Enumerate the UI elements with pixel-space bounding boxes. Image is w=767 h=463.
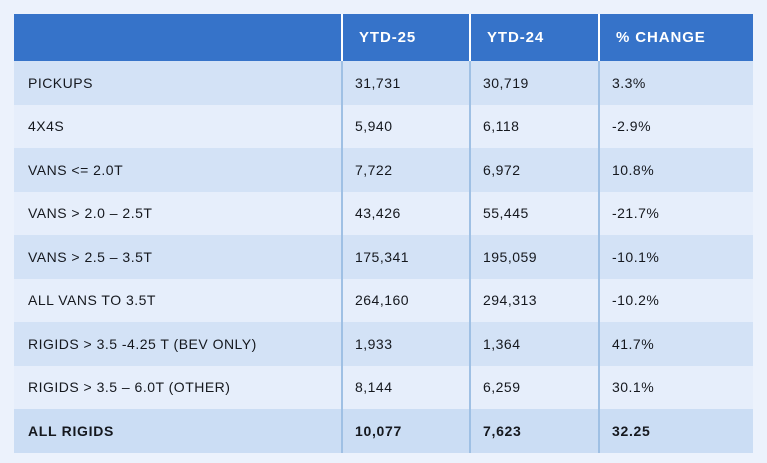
- table-row: 4X4S 5,940 6,118 -2.9%: [14, 104, 753, 148]
- row-label: PICKUPS: [14, 61, 342, 105]
- ytd24-value: 6,118: [469, 104, 599, 148]
- pct-change-value: -21.7%: [598, 191, 753, 235]
- pct-change-value: 30.1%: [598, 365, 753, 409]
- ytd25-value: 1,933: [341, 322, 470, 366]
- table-row: VANS > 2.0 – 2.5T 43,426 55,445 -21.7%: [14, 191, 753, 235]
- header-row: YTD-25 YTD-24 % CHANGE: [14, 14, 753, 61]
- table-row: VANS > 2.5 – 3.5T 175,341 195,059 -10.1%: [14, 235, 753, 279]
- table-row: PICKUPS 31,731 30,719 3.3%: [14, 61, 753, 105]
- ytd24-value: 30,719: [469, 61, 599, 105]
- table-row: ALL RIGIDS 10,077 7,623 32.25: [14, 409, 753, 453]
- row-label: RIGIDS > 3.5 -4.25 T (BEV ONLY): [14, 322, 342, 366]
- pct-change-value: 10.8%: [598, 148, 753, 192]
- ytd24-value: 195,059: [469, 235, 599, 279]
- table-row: RIGIDS > 3.5 – 6.0T (OTHER) 8,144 6,259 30.…: [14, 365, 753, 409]
- ytd25-value: 10,077: [341, 409, 470, 453]
- table-row: VANS <= 2.0T 7,722 6,972 10.8%: [14, 148, 753, 192]
- ytd24-value: 7,623: [469, 409, 599, 453]
- row-label: RIGIDS > 3.5 – 6.0T (OTHER): [14, 365, 342, 409]
- header-category: [14, 14, 342, 61]
- pct-change-value: 3.3%: [598, 61, 753, 105]
- header-pct-change: % CHANGE: [598, 14, 753, 61]
- ytd24-value: 55,445: [469, 191, 599, 235]
- table-body: PICKUPS 31,731 30,719 3.3% 4X4S 5,940 6,118 -2.…: [14, 61, 753, 453]
- pct-change-value: -2.9%: [598, 104, 753, 148]
- row-label: ALL VANS TO 3.5T: [14, 278, 342, 322]
- table-row: ALL VANS TO 3.5T 264,160 294,313 -10.2%: [14, 278, 753, 322]
- ytd25-value: 43,426: [341, 191, 470, 235]
- pct-change-value: -10.2%: [598, 278, 753, 322]
- row-label: ALL RIGIDS: [14, 409, 342, 453]
- ytd25-value: 264,160: [341, 278, 470, 322]
- ytd24-value: 6,259: [469, 365, 599, 409]
- pct-change-value: 32.25: [598, 409, 753, 453]
- row-label: VANS > 2.5 – 3.5T: [14, 235, 342, 279]
- table-row: RIGIDS > 3.5 -4.25 T (BEV ONLY) 1,933 1,36…: [14, 322, 753, 366]
- ytd25-value: 5,940: [341, 104, 470, 148]
- row-label: VANS > 2.0 – 2.5T: [14, 191, 342, 235]
- pct-change-value: 41.7%: [598, 322, 753, 366]
- pct-change-value: -10.1%: [598, 235, 753, 279]
- row-label: 4X4S: [14, 104, 342, 148]
- ytd25-value: 31,731: [341, 61, 470, 105]
- ytd25-value: 8,144: [341, 365, 470, 409]
- registrations-table: YTD-25 YTD-24 % CHANGE PICKUPS 31,731 30,7…: [14, 14, 753, 453]
- ytd25-value: 7,722: [341, 148, 470, 192]
- row-label: VANS <= 2.0T: [14, 148, 342, 192]
- header-ytd25: YTD-25: [341, 14, 470, 61]
- ytd24-value: 1,364: [469, 322, 599, 366]
- ytd24-value: 6,972: [469, 148, 599, 192]
- ytd25-value: 175,341: [341, 235, 470, 279]
- header-ytd24: YTD-24: [469, 14, 599, 61]
- ytd24-value: 294,313: [469, 278, 599, 322]
